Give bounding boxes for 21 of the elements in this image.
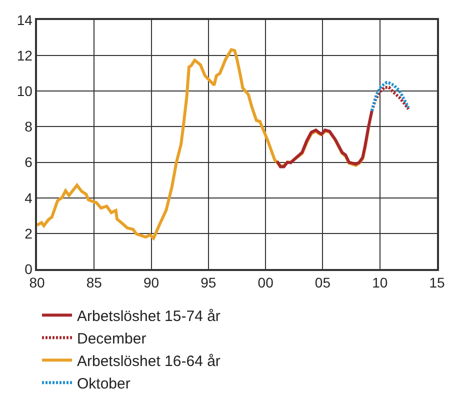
y-tick-label: 0 xyxy=(24,260,33,277)
y-tick-label: 12 xyxy=(16,47,33,64)
x-tick-label: 00 xyxy=(258,274,274,291)
x-tick-label: 80 xyxy=(29,274,45,291)
x-tick-label: 95 xyxy=(200,274,216,291)
legend-label: Arbetslöshet 15-74 år xyxy=(77,308,220,325)
x-tick-label: 85 xyxy=(86,274,102,291)
x-tick-label: 05 xyxy=(314,274,331,291)
legend-label: Oktober xyxy=(77,375,130,392)
x-tick-label: 90 xyxy=(144,274,160,291)
x-tick-label: 10 xyxy=(372,274,388,291)
legend-label: Arbetslöshet 16-64 år xyxy=(77,352,220,370)
y-tick-label: 6 xyxy=(24,154,33,170)
y-tick-label: 10 xyxy=(16,83,33,100)
y-tick-label: 14 xyxy=(16,12,33,28)
line-series xyxy=(370,80,410,112)
x-tick-label: 15 xyxy=(429,274,445,291)
y-tick-label: 4 xyxy=(24,190,33,206)
y-tick-label: 2 xyxy=(24,225,33,242)
y-tick-label: 8 xyxy=(24,118,33,135)
legend-label: December xyxy=(77,330,146,348)
